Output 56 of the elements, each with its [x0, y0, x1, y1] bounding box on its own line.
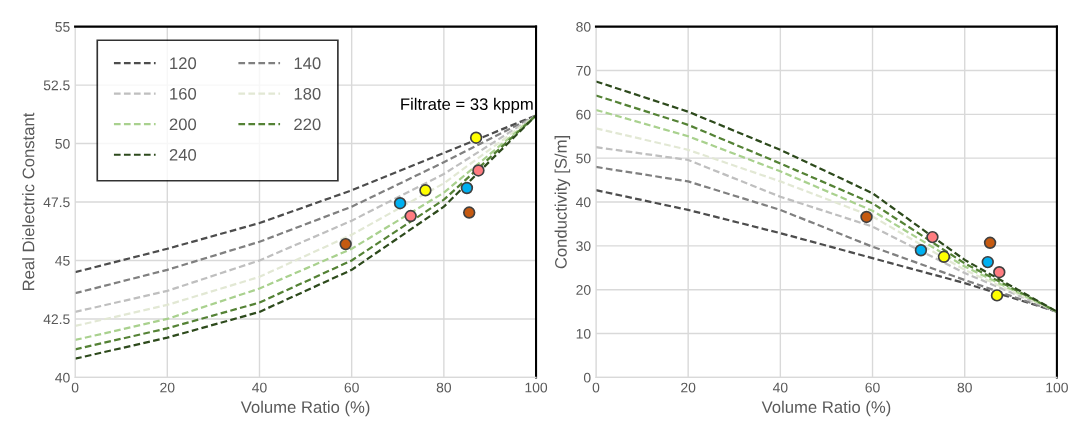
- y-tick-label: 20: [576, 285, 591, 295]
- y-tick-label: 50: [55, 138, 70, 149]
- x-axis-title: Volume Ratio (%): [761, 400, 891, 417]
- x-axis-title: Volume Ratio (%): [240, 400, 370, 417]
- x-tick-label: 0: [592, 382, 600, 393]
- point: [983, 236, 997, 250]
- point: [981, 255, 994, 269]
- point: [860, 210, 873, 224]
- annotation: Filtrate = 33 kppm: [401, 97, 533, 114]
- point: [460, 181, 474, 195]
- legend-label: 140: [294, 57, 321, 70]
- y-tick-label: 52.5: [43, 80, 70, 91]
- y-tick-label: 70: [576, 65, 591, 76]
- legend-label: 220: [294, 118, 321, 131]
- y-tick-label: 40: [575, 197, 591, 208]
- y-tick-label: 42.5: [43, 314, 70, 325]
- point: [419, 184, 432, 197]
- x-tick-label: 40: [252, 382, 267, 393]
- point: [926, 230, 939, 244]
- y-axis-title: Conductivity [S/m]: [554, 136, 571, 269]
- point: [469, 131, 483, 144]
- x-tick-label: 60: [865, 382, 880, 393]
- y-tick-label: 47.5: [43, 197, 70, 208]
- y-tick-label: 60: [576, 109, 591, 120]
- legend-label: 200: [169, 118, 197, 131]
- x-tick-label: 80: [957, 382, 972, 393]
- x-tick-label: 80: [436, 382, 452, 393]
- legend-label: 180: [294, 87, 321, 100]
- y-tick-label: 45: [55, 255, 70, 266]
- point: [914, 244, 928, 257]
- point: [937, 250, 951, 264]
- y-tick-label: 10: [576, 328, 591, 339]
- point: [339, 237, 352, 251]
- point: [393, 196, 407, 210]
- x-tick-label: 100: [525, 382, 548, 393]
- y-tick-label: 80: [576, 21, 591, 32]
- legend-label: 120: [170, 57, 197, 70]
- y-tick-label: 30: [576, 241, 591, 252]
- point: [462, 206, 476, 219]
- y-tick-label: 50: [576, 153, 591, 164]
- point: [472, 164, 485, 177]
- y-tick-label: 0: [583, 372, 591, 383]
- x-tick-label: 20: [681, 382, 696, 393]
- y-axis-title: Real Dielectric Constant: [22, 112, 35, 291]
- point: [404, 209, 417, 223]
- x-tick-label: 60: [344, 382, 359, 393]
- legend-label: 240: [169, 148, 197, 161]
- point: [993, 265, 1006, 279]
- y-tick-label: 55: [55, 22, 70, 32]
- point: [990, 289, 1004, 302]
- y-tick-label: 40: [55, 372, 70, 383]
- x-tick-label: 20: [160, 382, 175, 393]
- x-tick-label: 100: [1046, 382, 1068, 393]
- x-tick-label: 0: [71, 382, 79, 393]
- x-tick-label: 40: [772, 382, 788, 393]
- legend-label: 160: [170, 87, 197, 100]
